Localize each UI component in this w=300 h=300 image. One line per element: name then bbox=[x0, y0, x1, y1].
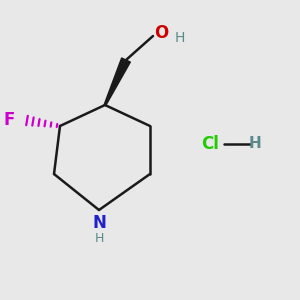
Text: N: N bbox=[92, 214, 106, 232]
Text: Cl: Cl bbox=[201, 135, 219, 153]
Text: H: H bbox=[249, 136, 261, 152]
Text: H: H bbox=[175, 31, 185, 44]
Text: F: F bbox=[4, 111, 15, 129]
Text: O: O bbox=[154, 24, 169, 42]
Text: H: H bbox=[94, 232, 104, 244]
Polygon shape bbox=[104, 58, 130, 105]
